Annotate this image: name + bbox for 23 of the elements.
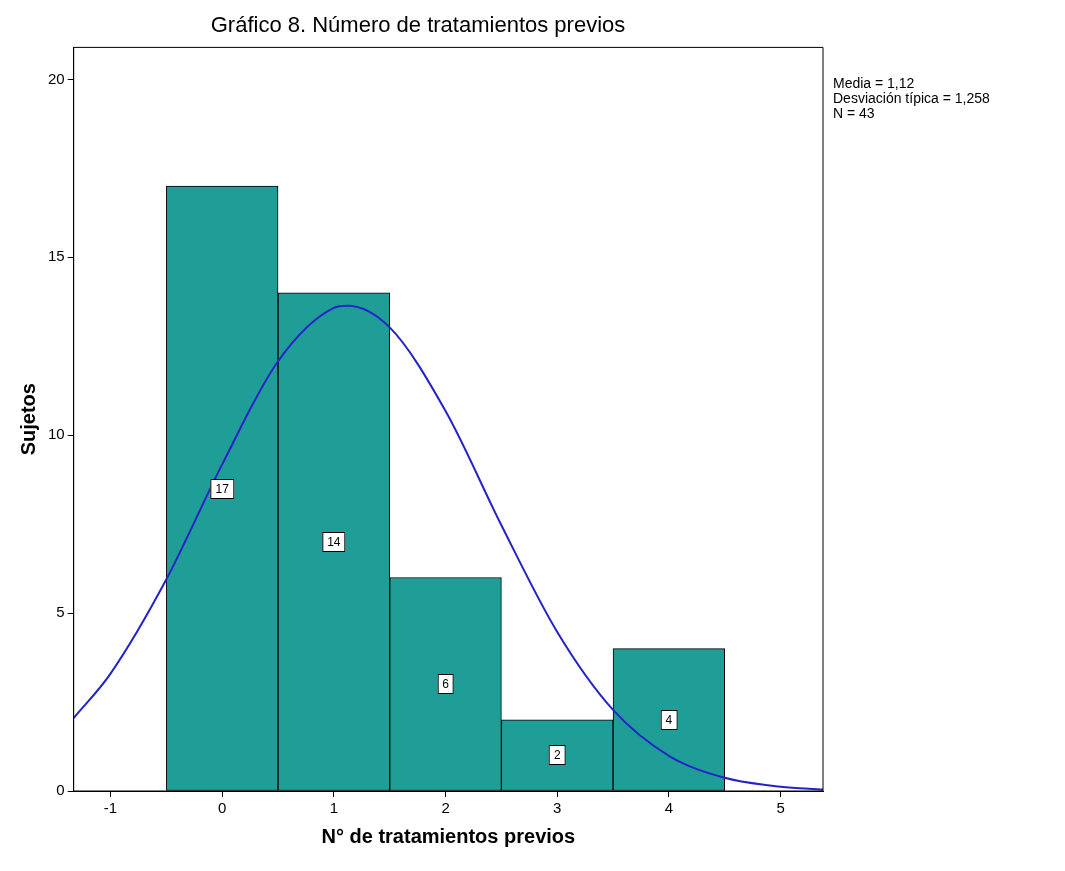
y-tick-label: 10 (48, 425, 65, 443)
y-tick-label: 15 (48, 247, 65, 265)
data-label: 17 (210, 478, 234, 499)
data-label: 6 (437, 674, 454, 695)
text: Media = 1,12 (833, 75, 915, 92)
x-tick-label: 0 (218, 799, 227, 817)
data-label: 14 (322, 531, 346, 552)
data-label: 4 (660, 709, 678, 730)
y-tick-label: 20 (48, 69, 65, 87)
y-axis-title: Sujetos (16, 383, 39, 456)
data-label: 2 (548, 745, 566, 766)
chart-title: Gráfico 8. Número de tratamientos previos (210, 12, 626, 38)
text: Desviación típica = 1,258 (833, 90, 991, 107)
x-axis-title: N° de tratamientos previos (321, 824, 576, 847)
x-tick-label: -1 (103, 799, 118, 817)
x-tick-label: 4 (664, 799, 674, 817)
y-tick-label: 5 (56, 603, 65, 621)
x-tick-label: 2 (441, 799, 450, 817)
x-tick-label: 1 (329, 799, 339, 817)
y-tick-label: 0 (56, 781, 65, 799)
text: N = 43 (833, 105, 875, 122)
x-tick-label: 3 (553, 799, 562, 817)
x-tick-label: 5 (776, 799, 785, 817)
